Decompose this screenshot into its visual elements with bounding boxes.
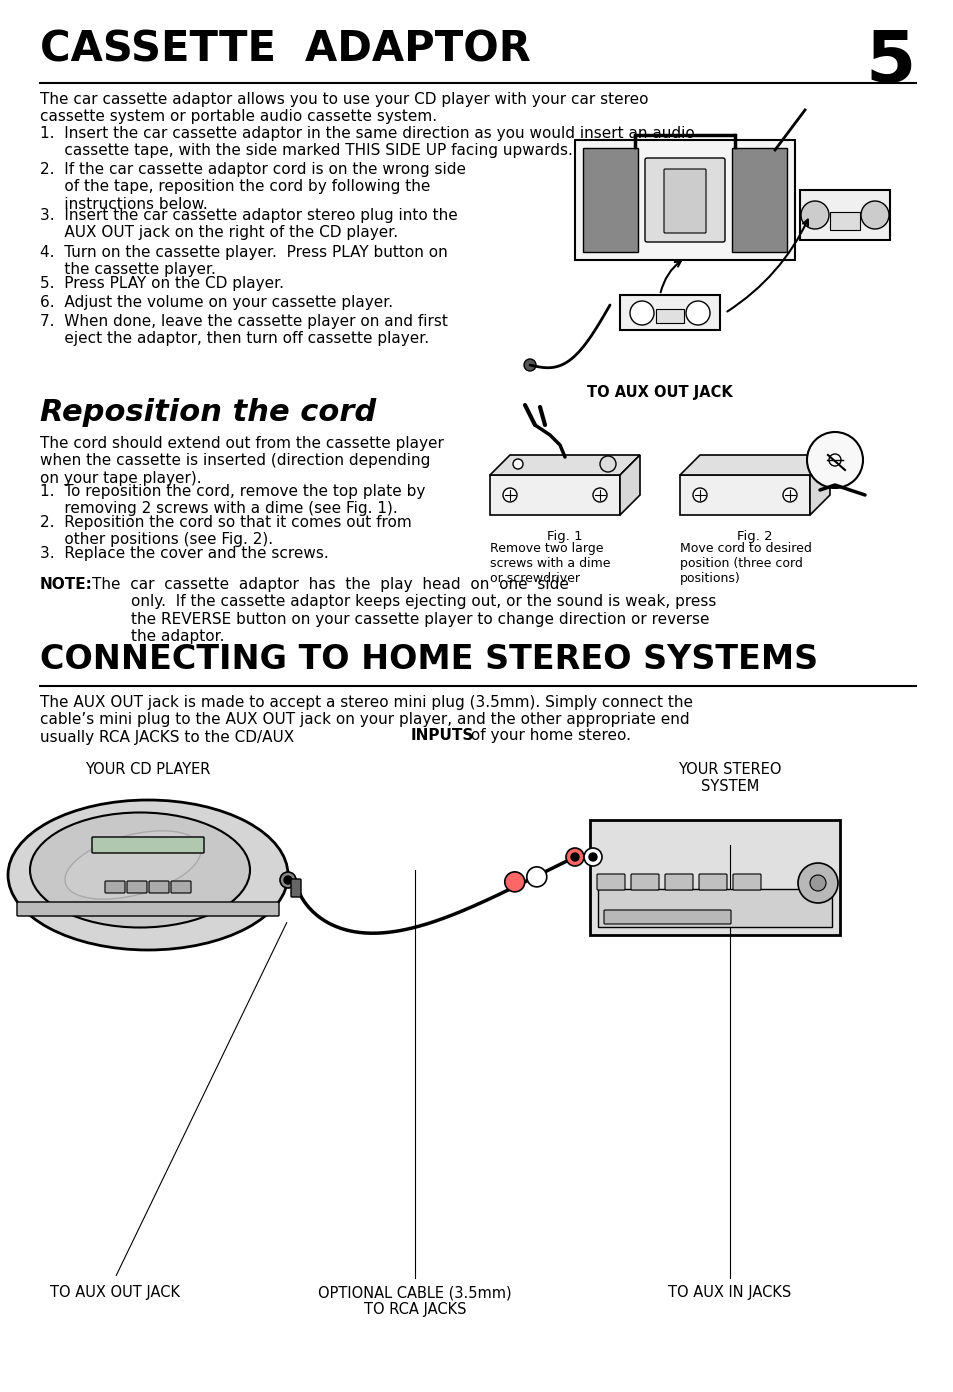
- Ellipse shape: [8, 800, 288, 949]
- Text: NOTE:: NOTE:: [40, 578, 92, 592]
- Circle shape: [629, 301, 654, 324]
- Text: The  car  cassette  adaptor  has  the  play  head  on  one  side
        only.  : The car cassette adaptor has the play he…: [91, 578, 716, 644]
- FancyBboxPatch shape: [597, 874, 624, 889]
- Circle shape: [828, 454, 841, 466]
- Circle shape: [284, 876, 292, 884]
- Text: 1.  To reposition the cord, remove the top plate by
     removing 2 screws with : 1. To reposition the cord, remove the to…: [40, 484, 425, 516]
- Text: 4.  Turn on the cassette player.  Press PLAY button on
     the cassette player.: 4. Turn on the cassette player. Press PL…: [40, 245, 447, 277]
- Circle shape: [801, 200, 828, 230]
- Text: The car cassette adaptor allows you to use your CD player with your car stereo
c: The car cassette adaptor allows you to u…: [40, 92, 648, 124]
- Text: YOUR CD PLAYER: YOUR CD PLAYER: [85, 761, 211, 777]
- FancyBboxPatch shape: [291, 878, 301, 896]
- Ellipse shape: [65, 831, 201, 899]
- FancyBboxPatch shape: [91, 837, 204, 853]
- FancyBboxPatch shape: [699, 874, 726, 889]
- FancyBboxPatch shape: [731, 148, 786, 252]
- Polygon shape: [490, 455, 639, 475]
- FancyBboxPatch shape: [105, 881, 125, 894]
- Circle shape: [797, 863, 837, 903]
- Circle shape: [593, 489, 606, 503]
- Circle shape: [280, 871, 295, 888]
- Text: TO AUX OUT JACK: TO AUX OUT JACK: [586, 386, 732, 400]
- Text: 2.  If the car cassette adaptor cord is on the wrong side
     of the tape, repo: 2. If the car cassette adaptor cord is o…: [40, 161, 465, 212]
- Circle shape: [599, 457, 616, 472]
- FancyBboxPatch shape: [829, 212, 859, 230]
- Circle shape: [861, 200, 888, 230]
- Circle shape: [502, 489, 517, 503]
- FancyBboxPatch shape: [663, 168, 705, 232]
- Text: Fig. 2: Fig. 2: [737, 530, 772, 543]
- FancyBboxPatch shape: [619, 295, 720, 330]
- Text: TO AUX IN JACKS: TO AUX IN JACKS: [668, 1285, 791, 1300]
- FancyBboxPatch shape: [664, 874, 692, 889]
- Text: 6.  Adjust the volume on your cassette player.: 6. Adjust the volume on your cassette pl…: [40, 295, 393, 310]
- FancyBboxPatch shape: [656, 309, 683, 323]
- Text: The AUX OUT jack is made to accept a stereo mini plug (3.5mm). Simply connect th: The AUX OUT jack is made to accept a ste…: [40, 695, 692, 745]
- FancyBboxPatch shape: [598, 889, 831, 927]
- Circle shape: [523, 359, 536, 372]
- Polygon shape: [490, 475, 619, 515]
- FancyBboxPatch shape: [149, 881, 169, 894]
- Polygon shape: [619, 455, 639, 515]
- Text: 3.  Insert the car cassette adaptor stereo plug into the
     AUX OUT jack on th: 3. Insert the car cassette adaptor stere…: [40, 207, 457, 241]
- Circle shape: [809, 876, 825, 891]
- Circle shape: [692, 489, 706, 503]
- Circle shape: [588, 853, 597, 862]
- Text: OPTIONAL CABLE (3.5mm)
TO RCA JACKS: OPTIONAL CABLE (3.5mm) TO RCA JACKS: [318, 1285, 511, 1317]
- FancyBboxPatch shape: [589, 820, 840, 935]
- Circle shape: [782, 489, 796, 503]
- FancyBboxPatch shape: [127, 881, 147, 894]
- Circle shape: [685, 301, 709, 324]
- FancyBboxPatch shape: [17, 902, 278, 916]
- Circle shape: [571, 853, 578, 862]
- Text: 3.  Replace the cover and the screws.: 3. Replace the cover and the screws.: [40, 546, 329, 561]
- Text: of your home stereo.: of your home stereo.: [465, 728, 630, 743]
- Circle shape: [565, 848, 583, 866]
- Text: CONNECTING TO HOME STEREO SYSTEMS: CONNECTING TO HOME STEREO SYSTEMS: [40, 643, 818, 677]
- FancyBboxPatch shape: [800, 189, 889, 239]
- Text: Reposition the cord: Reposition the cord: [40, 398, 375, 427]
- Text: 7.  When done, leave the cassette player on and first
     eject the adaptor, th: 7. When done, leave the cassette player …: [40, 315, 447, 347]
- Text: The cord should extend out from the cassette player
when the cassette is inserte: The cord should extend out from the cass…: [40, 436, 443, 486]
- FancyBboxPatch shape: [171, 881, 191, 894]
- Text: Remove two large
screws with a dime
or screwdriver: Remove two large screws with a dime or s…: [490, 541, 610, 585]
- Text: INPUTS: INPUTS: [411, 728, 474, 743]
- FancyBboxPatch shape: [582, 148, 638, 252]
- FancyBboxPatch shape: [575, 141, 794, 260]
- Text: 1.  Insert the car cassette adaptor in the same direction as you would insert an: 1. Insert the car cassette adaptor in th…: [40, 127, 694, 159]
- Text: CASSETTE  ADAPTOR: CASSETTE ADAPTOR: [40, 28, 530, 70]
- Circle shape: [513, 459, 522, 469]
- Text: 2.  Reposition the cord so that it comes out from
     other positions (see Fig.: 2. Reposition the cord so that it comes …: [40, 515, 412, 547]
- Circle shape: [806, 432, 862, 489]
- Circle shape: [583, 848, 601, 866]
- Polygon shape: [679, 455, 829, 475]
- Circle shape: [602, 459, 613, 469]
- Text: Fig. 1: Fig. 1: [547, 530, 582, 543]
- Text: 5: 5: [864, 28, 915, 97]
- Circle shape: [526, 867, 546, 887]
- FancyBboxPatch shape: [644, 159, 724, 242]
- Text: YOUR STEREO
SYSTEM: YOUR STEREO SYSTEM: [678, 761, 781, 795]
- Text: 5.  Press PLAY on the CD player.: 5. Press PLAY on the CD player.: [40, 276, 284, 291]
- Polygon shape: [809, 455, 829, 515]
- FancyBboxPatch shape: [630, 874, 659, 889]
- FancyBboxPatch shape: [603, 910, 730, 924]
- Polygon shape: [679, 475, 809, 515]
- Ellipse shape: [30, 813, 250, 927]
- FancyBboxPatch shape: [732, 874, 760, 889]
- Circle shape: [504, 871, 524, 892]
- Text: Move cord to desired
position (three cord
positions): Move cord to desired position (three cor…: [679, 541, 811, 585]
- Text: TO AUX OUT JACK: TO AUX OUT JACK: [50, 1285, 180, 1300]
